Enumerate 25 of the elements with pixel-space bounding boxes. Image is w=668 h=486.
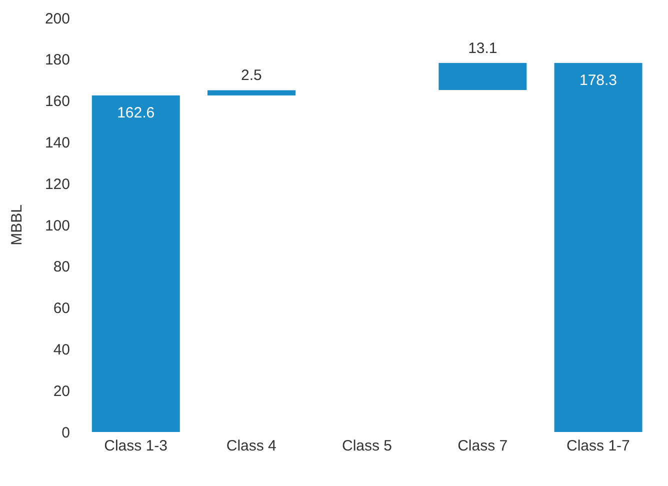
y-tick-label: 160: [44, 93, 70, 110]
y-tick-label: 100: [44, 217, 70, 234]
data-label: 178.3: [580, 72, 618, 89]
data-label: 162.6: [117, 104, 155, 122]
x-tick-label: Class 5: [342, 438, 392, 455]
y-tick-label: 80: [53, 258, 70, 276]
y-tick-label: 0: [62, 424, 70, 442]
y-tick-label: 140: [44, 134, 70, 152]
y-tick-label: 120: [44, 176, 70, 193]
bar: [207, 90, 296, 96]
data-label: 2.5: [241, 67, 262, 84]
y-tick-label: 60: [53, 300, 70, 318]
bar: [438, 62, 527, 90]
bar: [554, 62, 642, 432]
x-tick-label: Class 7: [458, 438, 508, 455]
x-tick-label: Class 4: [226, 438, 276, 455]
data-label: 13.1: [468, 40, 498, 57]
bar: [92, 95, 180, 432]
x-tick-label: Class 1-3: [104, 438, 168, 455]
y-axis-title: MBBL: [8, 204, 26, 246]
y-tick-label: 180: [44, 52, 70, 69]
x-tick-label: Class 1-7: [566, 438, 630, 455]
y-tick-label: 40: [53, 342, 70, 359]
y-tick-label: 20: [53, 382, 70, 400]
y-tick-label: 200: [44, 10, 70, 28]
